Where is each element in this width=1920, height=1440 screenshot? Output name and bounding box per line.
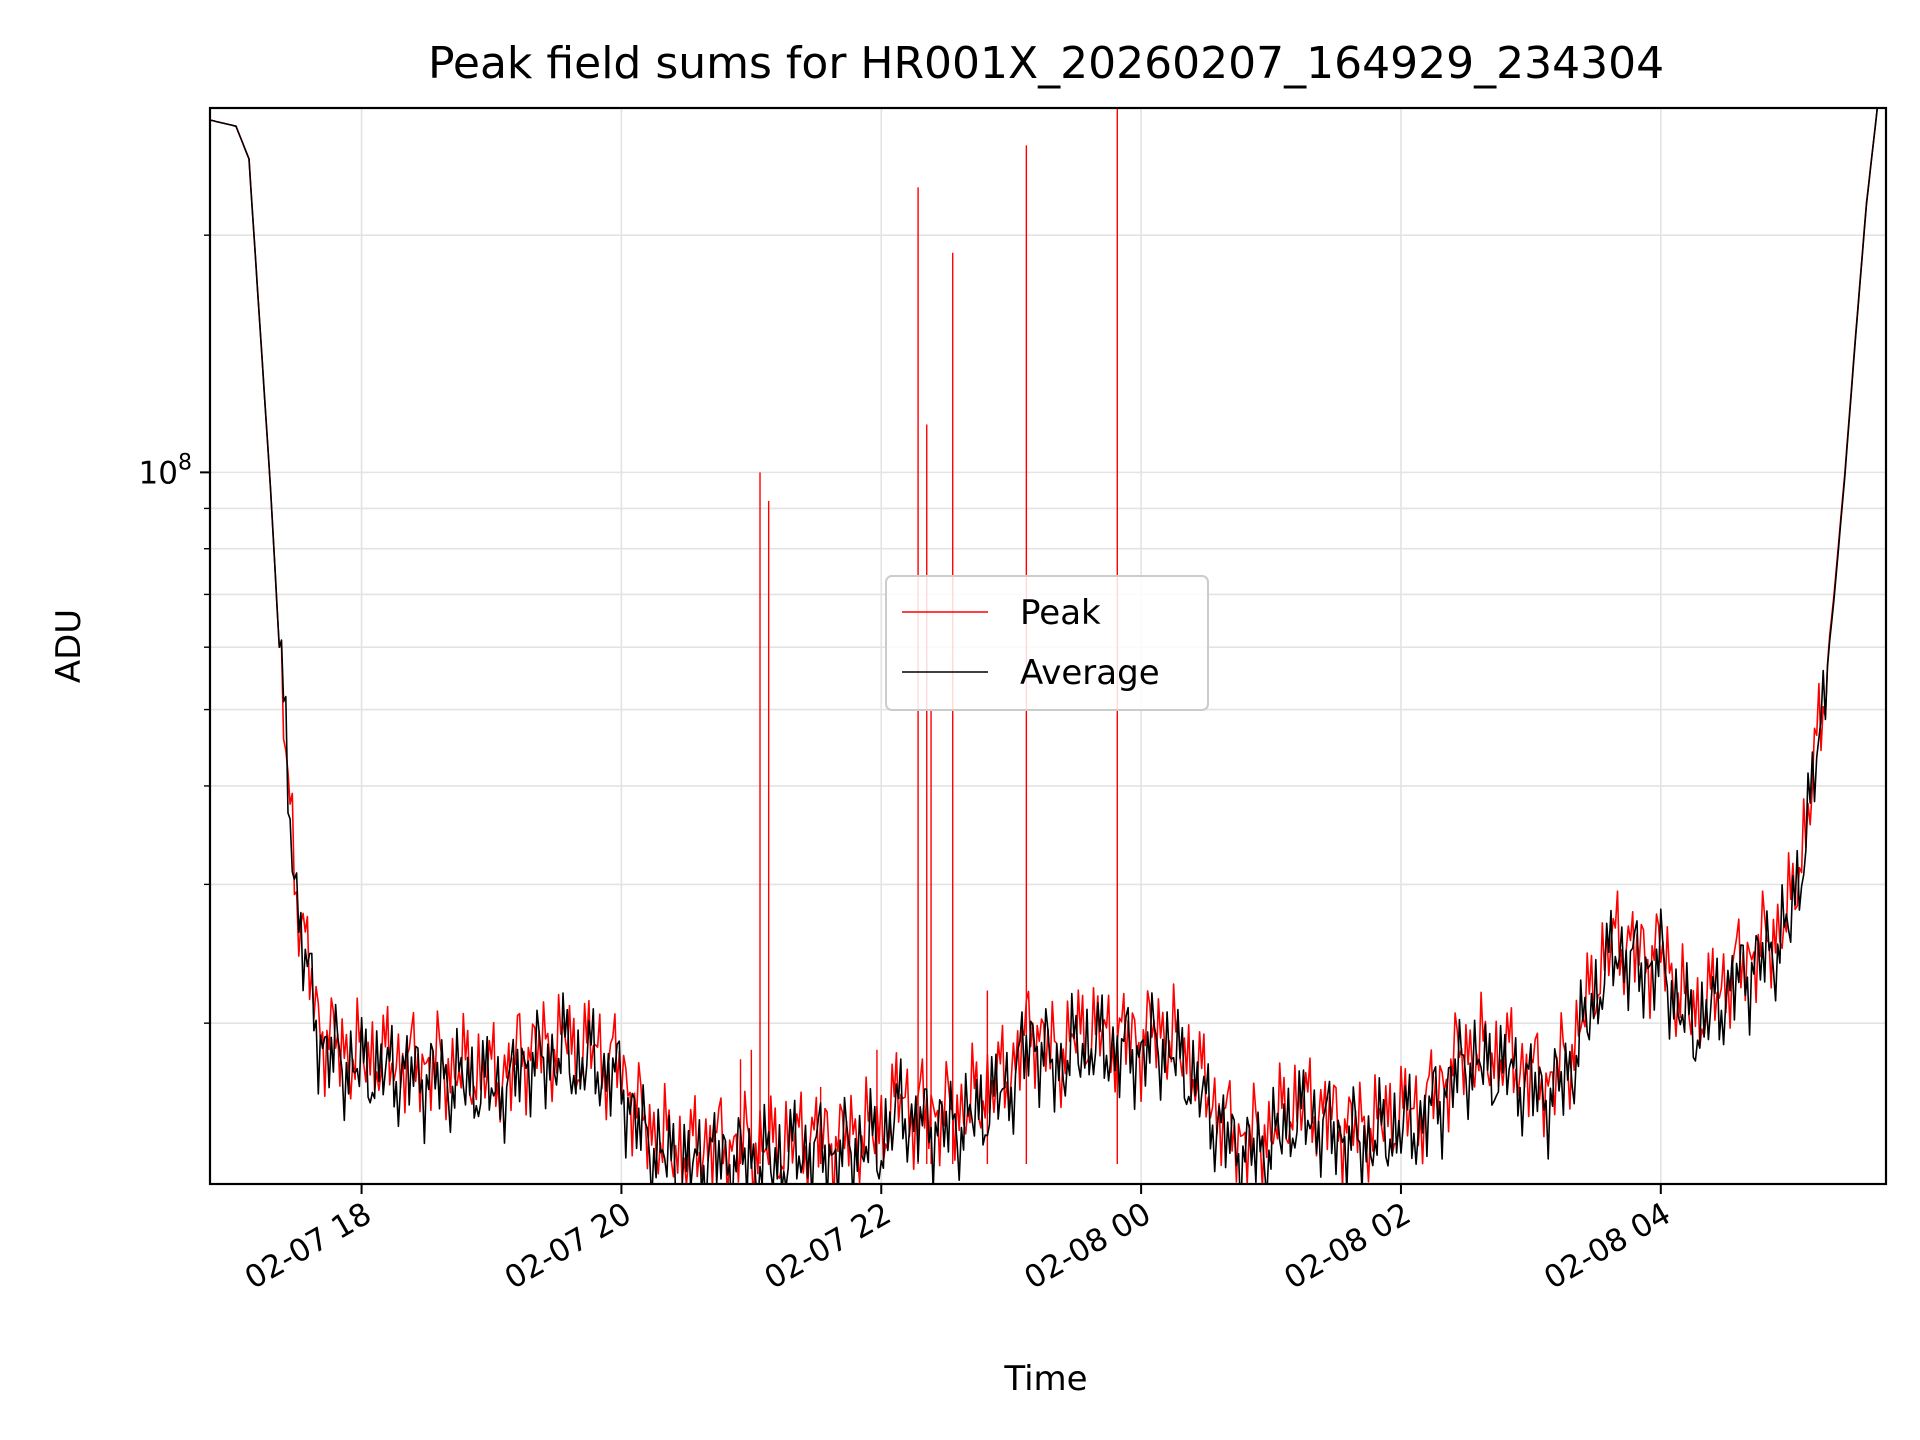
y-tick-label-base: 10 xyxy=(139,455,178,491)
legend-label-average: Average xyxy=(1020,653,1160,693)
series-line-average xyxy=(210,108,1886,1184)
y-axis-ticks: 108 xyxy=(139,234,210,1024)
legend-box xyxy=(885,575,1209,711)
chart-title: Peak field sums for HR001X_20260207_1649… xyxy=(428,38,1664,89)
axes-frame xyxy=(208,106,1888,1186)
y-axis-label: ADU xyxy=(49,609,89,683)
y-tick-label: 108 xyxy=(139,450,192,491)
legend: Peak Average xyxy=(885,575,1209,711)
y-tick-label-exponent: 8 xyxy=(178,450,192,475)
legend-label-peak: Peak xyxy=(1020,593,1101,633)
x-axis-label: Time xyxy=(1003,1359,1087,1399)
